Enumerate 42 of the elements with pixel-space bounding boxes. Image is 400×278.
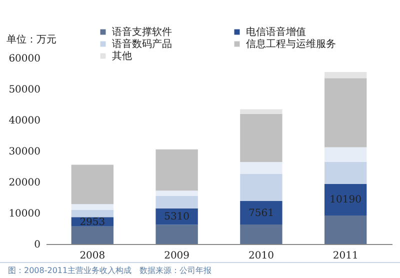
bar bbox=[71, 226, 114, 244]
legend-label: 信息工程与运维服务 bbox=[246, 38, 336, 50]
bar bbox=[324, 72, 367, 78]
bar bbox=[324, 162, 367, 184]
legend-label: 其他 bbox=[112, 50, 132, 62]
bar bbox=[240, 162, 282, 174]
bar bbox=[324, 78, 367, 148]
data-label: 10190 bbox=[330, 194, 362, 206]
x-tick-label: 2008 bbox=[80, 250, 106, 262]
bar bbox=[324, 184, 367, 216]
legend-label: 语音支撑软件 bbox=[112, 26, 172, 38]
legend-label: 电信语音增值 bbox=[246, 26, 306, 38]
legend-label: 语音数码产品 bbox=[112, 38, 172, 50]
bar bbox=[156, 190, 198, 196]
bar bbox=[71, 164, 114, 204]
y-tick-label: 20000 bbox=[8, 178, 40, 188]
bar bbox=[71, 204, 114, 210]
x-tick-label: 2009 bbox=[164, 250, 190, 262]
bar bbox=[240, 114, 282, 162]
x-tick-label: 2011 bbox=[332, 250, 358, 262]
bar bbox=[324, 147, 367, 162]
bar bbox=[240, 174, 282, 202]
data-label: 2953 bbox=[80, 216, 106, 228]
y-tick-label: 40000 bbox=[8, 116, 40, 126]
y-tick-label: 60000 bbox=[8, 54, 40, 64]
y-tick-label: 0 bbox=[34, 240, 40, 250]
y-axis-title: 单位：万元 bbox=[6, 34, 56, 46]
data-label: 7561 bbox=[248, 208, 274, 219]
bar bbox=[240, 224, 282, 244]
bar bbox=[71, 210, 114, 218]
bar bbox=[240, 201, 282, 224]
y-tick-label: 50000 bbox=[8, 84, 40, 96]
y-tick-label: 30000 bbox=[8, 146, 40, 158]
bar bbox=[156, 149, 198, 191]
x-tick-label: 2010 bbox=[248, 250, 274, 262]
bar bbox=[240, 109, 282, 114]
bar bbox=[156, 224, 198, 244]
text: 图：2008-2011主营业务收入构成 数据来源：公司年报 bbox=[0, 262, 400, 278]
y-tick-label: 10000 bbox=[8, 208, 40, 220]
data-label: 5310 bbox=[164, 212, 190, 223]
bar bbox=[156, 196, 198, 208]
bar bbox=[324, 215, 367, 244]
